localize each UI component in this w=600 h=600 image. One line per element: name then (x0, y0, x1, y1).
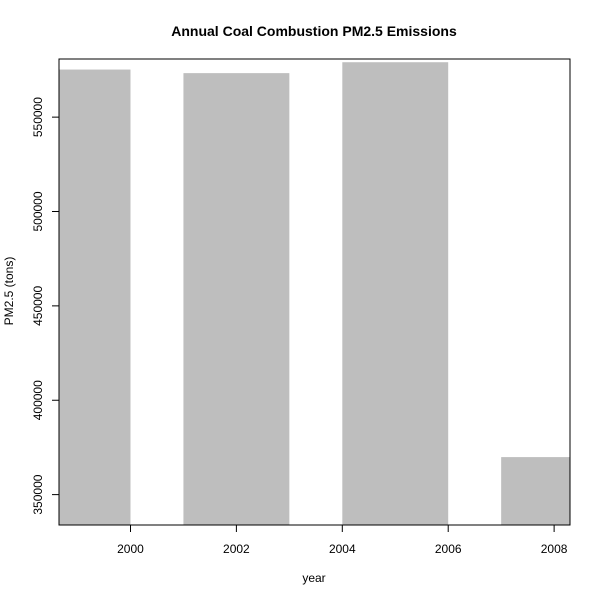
x-tick-label-2002: 2002 (223, 542, 250, 556)
x-axis: 2000 2002 2004 2006 2008 (117, 525, 568, 556)
x-tick-label-2006: 2006 (435, 542, 462, 556)
y-tick-label-500000: 500000 (31, 191, 45, 231)
plot-frame (58, 58, 571, 526)
bar-1999 (59, 69, 131, 526)
y-axis: 350000 400000 450000 500000 550000 (31, 97, 59, 515)
x-axis-label: year (302, 571, 325, 585)
y-tick-label-550000: 550000 (31, 97, 45, 137)
y-tick-label-350000: 350000 (31, 474, 45, 514)
y-axis-label: PM2.5 (tons) (2, 257, 16, 326)
x-tick-label-2008: 2008 (541, 542, 568, 556)
bar-2008 (501, 457, 570, 525)
bars-group (59, 62, 570, 526)
bar-2002 (183, 73, 290, 525)
y-tick-label-400000: 400000 (31, 380, 45, 420)
bar-2005 (342, 62, 449, 526)
x-tick-label-2004: 2004 (329, 542, 356, 556)
chart-title: Annual Coal Combustion PM2.5 Emissions (171, 23, 457, 39)
x-tick-label-2000: 2000 (117, 542, 144, 556)
y-tick-label-450000: 450000 (31, 286, 45, 326)
